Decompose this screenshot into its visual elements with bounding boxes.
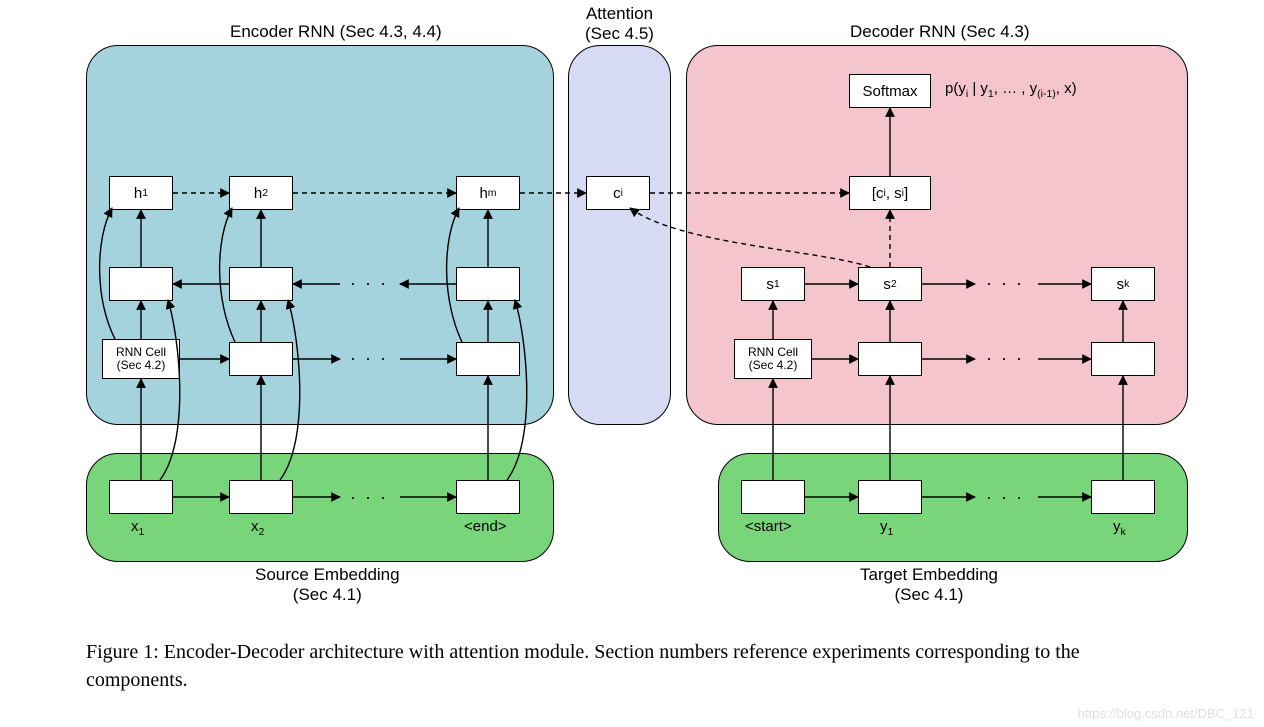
enc-bot-2-box xyxy=(229,342,293,376)
dec-bot-k-box xyxy=(1091,342,1155,376)
rnn-dec-line1: RNN Cell xyxy=(748,345,798,359)
y1-box xyxy=(858,480,922,514)
figure-caption: Figure 1: Encoder-Decoder architecture w… xyxy=(86,638,1181,694)
sk-box: sk xyxy=(1091,267,1155,301)
enc-mid-1-box xyxy=(109,267,173,301)
xend-box xyxy=(456,480,520,514)
dec-bot-2-box xyxy=(858,342,922,376)
enc-mid-2-box xyxy=(229,267,293,301)
h2-box: h2 xyxy=(229,176,293,210)
source-emb-line1: Source Embedding xyxy=(255,565,400,584)
x2-box xyxy=(229,480,293,514)
target-emb-label: Target Embedding (Sec 4.1) xyxy=(860,565,998,606)
x1-label: x1 xyxy=(131,518,144,538)
attention-label: Attention (Sec 4.5) xyxy=(585,4,654,45)
source-emb-line2: (Sec 4.1) xyxy=(293,585,362,604)
dots-dec-s: · · · xyxy=(986,273,1024,294)
yk-box xyxy=(1091,480,1155,514)
xend-label: <end> xyxy=(464,518,507,535)
ci-box: ci xyxy=(586,176,650,210)
attention-label-line1: Attention xyxy=(586,4,653,23)
hm-box: hm xyxy=(456,176,520,210)
decoder-label: Decoder RNN (Sec 4.3) xyxy=(850,22,1030,42)
attention-region xyxy=(568,45,671,425)
softmax-box: Softmax xyxy=(849,74,931,108)
enc-mid-m-box xyxy=(456,267,520,301)
enc-bot-m-box xyxy=(456,342,520,376)
probability-label: p(yi | y1, … , y(i-1), x) xyxy=(945,80,1077,100)
dots-enc-bot: · · · xyxy=(350,348,388,369)
rnn-cell-decoder-box: RNN Cell(Sec 4.2) xyxy=(734,339,812,379)
y1-label: y1 xyxy=(880,518,893,538)
x2-label: x2 xyxy=(251,518,264,538)
encoder-label: Encoder RNN (Sec 4.3, 4.4) xyxy=(230,22,442,42)
rnn-cell-encoder-box: RNN Cell(Sec 4.2) xyxy=(102,339,180,379)
dots-enc-mid: · · · xyxy=(350,273,388,294)
s2-box: s2 xyxy=(858,267,922,301)
rnn-enc-line2: (Sec 4.2) xyxy=(117,358,166,372)
cisi-box: [ci, si] xyxy=(849,176,931,210)
target-emb-line1: Target Embedding xyxy=(860,565,998,584)
s1-box: s1 xyxy=(741,267,805,301)
yk-label: yk xyxy=(1113,518,1126,538)
dots-tgt-emb: · · · xyxy=(986,487,1024,508)
rnn-dec-line2: (Sec 4.2) xyxy=(749,358,798,372)
x1-box xyxy=(109,480,173,514)
diagram-canvas: Encoder RNN (Sec 4.3, 4.4) Attention (Se… xyxy=(0,0,1264,727)
dots-src-emb: · · · xyxy=(350,487,388,508)
target-emb-line2: (Sec 4.1) xyxy=(895,585,964,604)
attention-label-line2: (Sec 4.5) xyxy=(585,24,654,43)
rnn-enc-line1: RNN Cell xyxy=(116,345,166,359)
ystart-box xyxy=(741,480,805,514)
ystart-label: <start> xyxy=(745,518,792,535)
h1-box: h1 xyxy=(109,176,173,210)
source-emb-label: Source Embedding (Sec 4.1) xyxy=(255,565,400,606)
dots-dec-bot: · · · xyxy=(986,348,1024,369)
watermark: https://blog.csdn.net/DBC_121 xyxy=(1078,706,1254,721)
